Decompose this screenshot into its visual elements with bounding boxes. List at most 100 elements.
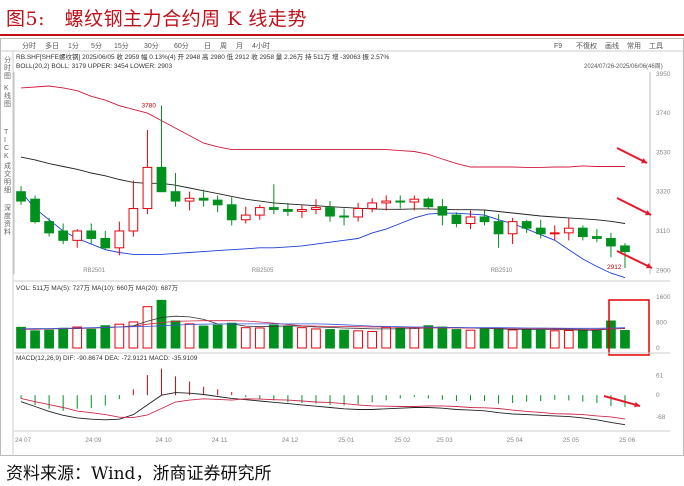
side-tab-4: 深	[4, 203, 11, 212]
vol-bar	[353, 330, 363, 349]
candle-body	[325, 207, 335, 217]
vol-bar	[283, 325, 293, 349]
toolbar-period-4[interactable]: 15分	[114, 41, 129, 50]
vol-bar	[226, 322, 237, 349]
x-tick-10: 25 06	[619, 437, 636, 444]
side-tab-2: I	[4, 137, 6, 144]
candle-body	[592, 236, 602, 239]
contract-label-1: RB2505	[252, 268, 274, 274]
candle-body	[240, 214, 251, 221]
toolbar-icon-0[interactable]: F9	[554, 43, 562, 50]
vol-bar	[254, 327, 265, 349]
figure-source: 资料来源：Wind，浙商证券研究所	[6, 464, 272, 484]
candle-body	[353, 208, 363, 218]
price-tick-1: 3110	[656, 228, 670, 235]
candle-body	[156, 166, 167, 193]
side-tab-3: 交	[4, 169, 11, 178]
candle-body	[226, 204, 237, 221]
toolbar-icon-3[interactable]: 常用	[627, 41, 641, 50]
vol-bar	[423, 325, 434, 349]
vol-bar	[367, 330, 378, 349]
vol-bar	[465, 329, 476, 349]
candle-body	[86, 230, 97, 239]
boll-mid-line	[20, 156, 626, 224]
contract-label-2: RB2510	[491, 268, 513, 274]
vol-bar	[395, 327, 406, 349]
vol-bar	[535, 329, 546, 349]
vol-line: VOL: 511万 MA(5): 727万 MA(10): 660万 MA(20…	[16, 284, 179, 292]
x-tick-1: 24 09	[85, 437, 102, 444]
vol-bar	[58, 327, 69, 349]
toolbar-period-7[interactable]: 日	[204, 42, 211, 50]
vol-bar	[507, 329, 518, 349]
candle-body	[381, 200, 392, 204]
toolbar-icon-2[interactable]: 画线	[605, 41, 619, 50]
toolbar-period-10[interactable]: 4小时	[252, 41, 270, 50]
toolbar-period-2[interactable]: 1分	[68, 41, 79, 50]
vol-bar	[339, 329, 349, 349]
toolbar-period-1[interactable]: 多日	[45, 41, 59, 50]
toolbar-period-5[interactable]: 30分	[144, 41, 159, 50]
vol-bar	[311, 328, 321, 349]
macd-dea-line	[20, 397, 626, 420]
candle-body	[423, 198, 434, 208]
candle-body	[212, 199, 223, 206]
toolbar-period-9[interactable]: 月	[236, 42, 243, 50]
candle-body	[367, 202, 378, 210]
vol-bar	[86, 328, 97, 349]
vol-bar	[114, 323, 125, 349]
side-tab-4: 度	[4, 211, 11, 220]
side-tab-2: C	[4, 145, 9, 152]
price-tick-2: 3320	[656, 189, 671, 196]
x-tick-2: 24 10	[155, 437, 172, 444]
candle-body	[549, 232, 560, 235]
vol-bar	[381, 326, 392, 349]
side-tab-2: K	[4, 153, 9, 160]
side-tab-1: 线	[4, 91, 11, 100]
candle-body	[479, 216, 490, 223]
toolbar-period-8[interactable]: 周	[220, 42, 227, 50]
candle-body	[16, 191, 26, 202]
x-tick-5: 25 01	[338, 437, 355, 444]
candle-body	[30, 198, 40, 223]
macd-tick-0: -68	[656, 414, 666, 421]
highlight-box	[608, 299, 650, 356]
toolbar-period-6[interactable]: 60分	[174, 41, 189, 50]
vol-bar	[128, 321, 139, 349]
vol-bar	[521, 329, 532, 349]
boll-line: BOLL(20,2) BOLL: 3179 UPPER: 3454 LOWER:…	[16, 63, 172, 70]
vol-bar	[563, 330, 574, 349]
vol-bar	[451, 329, 462, 349]
x-tick-7: 25 03	[436, 437, 453, 444]
toolbar-icon-1[interactable]: 不復权	[576, 41, 597, 50]
kline-chart[interactable]: 分时 多日 1分 5分 15分 30分 60分日周月 4小时 F9 不復权 画线 常用 工具分时图K线图…	[0, 38, 684, 456]
low-label: 2912	[607, 264, 622, 271]
candle-body	[620, 245, 630, 253]
vol-tick-2: 1600	[656, 294, 671, 301]
price-tick-4: 3740	[656, 110, 671, 117]
price-tick-5: 3950	[656, 71, 671, 78]
chart-frame	[0, 38, 684, 456]
vol-bar	[30, 330, 40, 349]
arrow-lower-head	[646, 263, 652, 269]
side-tab-1: K	[4, 85, 9, 92]
candle-body	[297, 208, 307, 212]
toolbar-period-3[interactable]: 5分	[91, 41, 102, 50]
candle-body	[606, 237, 616, 247]
candle-body	[437, 206, 448, 216]
toolbar-icon-4[interactable]: 工具	[649, 42, 663, 50]
candle-body	[409, 198, 420, 203]
arrow-upper-head	[641, 158, 647, 164]
vol-bar	[198, 325, 209, 349]
vol-bar	[549, 330, 560, 349]
vol-bar	[44, 329, 54, 349]
price-tick-3: 3530	[656, 149, 671, 156]
candle-body	[184, 197, 195, 202]
candle-body	[72, 230, 83, 241]
toolbar-period-0[interactable]: 分时	[22, 41, 36, 50]
quote-line: RB.SHF[SHFE螺纹钢] 2025/06/05 收 2959 幅 0.13…	[16, 52, 389, 61]
x-tick-4: 24 12	[282, 437, 299, 444]
vol-bar	[620, 330, 630, 349]
arrow-upper	[616, 147, 648, 164]
price-tick-0: 2900	[656, 267, 671, 274]
